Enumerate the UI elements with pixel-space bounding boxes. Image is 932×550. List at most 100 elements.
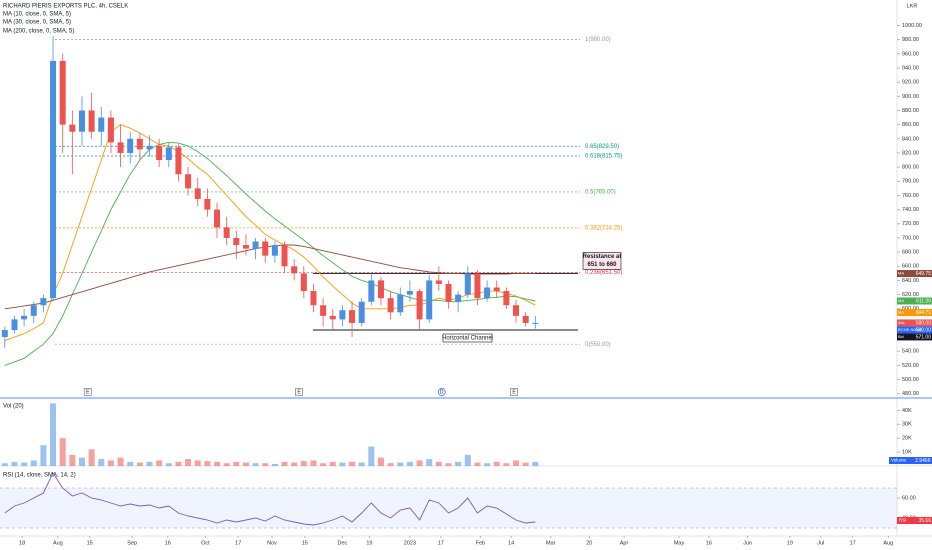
x-tick-label: 19	[787, 540, 793, 546]
price-tag	[897, 309, 932, 317]
volume-bar	[233, 461, 240, 466]
y-tick-label: 500.00	[902, 377, 919, 383]
y-tick-label: 820.00	[902, 150, 919, 156]
y-tick-label: 940.00	[902, 65, 919, 71]
moving-average	[4, 244, 536, 310]
candle-body	[368, 280, 375, 302]
candle-body	[214, 209, 221, 228]
candle-body	[445, 283, 452, 302]
channel-box	[442, 333, 493, 343]
volume-bar	[78, 457, 85, 466]
x-tick-label: Jul	[817, 540, 824, 546]
candle-body	[69, 124, 76, 132]
volume-bar	[1, 463, 8, 466]
candle-body	[349, 310, 356, 323]
volume-bar	[281, 461, 288, 466]
volume-bar	[522, 462, 529, 466]
y-tick-label: 920.00	[902, 80, 919, 86]
volume-bar	[474, 462, 481, 466]
y-tick-label: 10K	[902, 450, 912, 456]
fib-label: 0.236(651.50)	[585, 270, 622, 276]
fib-label: 0.382(714.25)	[585, 225, 622, 231]
event-label: D	[440, 390, 444, 396]
candle-body	[464, 273, 471, 295]
rsi-tag-label: 35.66	[918, 518, 931, 524]
fib-label: 0(550.00)	[585, 342, 611, 348]
price-tag-prefix: MA	[898, 298, 904, 303]
resistance-label: 651 to 660	[587, 262, 617, 268]
x-tick-label: Jun	[743, 540, 752, 546]
price-tag-label: 649.75	[916, 271, 932, 277]
event-label: E	[86, 390, 90, 396]
event-label: E	[297, 390, 301, 396]
candle-body	[493, 287, 500, 292]
candle-body	[204, 199, 211, 210]
fib-label: 1(980.00)	[585, 37, 611, 43]
candle-body	[107, 117, 114, 143]
x-tick-label: 14	[508, 540, 514, 546]
y-tick-label: 60.00	[902, 495, 916, 501]
volume-bar	[291, 462, 298, 466]
y-tick-label: 860.00	[902, 122, 919, 128]
price-tag-label: 594.71	[916, 310, 932, 316]
volume-bar	[252, 463, 259, 466]
volume-bar	[88, 449, 95, 466]
price-tag	[897, 270, 932, 278]
candle-body	[271, 245, 278, 256]
volume-bar	[107, 460, 114, 466]
y-tick-label: 760.00	[902, 193, 919, 199]
volume-bar	[358, 462, 365, 466]
y-tick-label: 900.00	[902, 94, 919, 100]
event-label: E	[512, 390, 516, 396]
resistance-label: Resistance at	[583, 254, 622, 260]
y-tick-label: 30K	[902, 422, 912, 428]
candle-body	[503, 291, 510, 306]
candle-body	[78, 110, 85, 132]
volume-bar	[300, 461, 307, 466]
volume-bar	[262, 463, 269, 466]
candle-body	[377, 280, 384, 299]
y-tick-label: 540.00	[902, 349, 919, 355]
y-tick-label: 520.00	[902, 363, 919, 369]
volume-bar	[165, 463, 172, 466]
candle-body	[233, 237, 240, 246]
price-tag	[897, 333, 932, 341]
candle-body	[1, 330, 8, 338]
x-tick-label: 19	[366, 540, 372, 546]
volume-bar	[397, 462, 404, 466]
y-tick-label: 640.00	[902, 278, 919, 284]
volume-bar	[513, 460, 520, 466]
candle-body	[175, 147, 182, 175]
x-tick-label: Aug	[883, 540, 893, 546]
resistance-box	[582, 252, 622, 270]
x-tick-label: Oct	[201, 540, 210, 546]
candle-body	[320, 305, 327, 316]
candle-body	[455, 294, 462, 302]
candle-body	[11, 319, 18, 331]
ma-legend: MA (200, close, 0, SMA, 5)	[3, 29, 74, 35]
volume-bar	[320, 463, 327, 466]
candle-body	[223, 227, 230, 238]
currency: LKR	[907, 3, 918, 9]
candle-body	[522, 315, 529, 323]
y-tick-label: 740.00	[902, 207, 919, 213]
volume-title: Vol (20)	[3, 404, 24, 410]
volume-bar	[214, 461, 221, 466]
price-tag-label: 580.00	[916, 327, 932, 333]
rsi-line	[4, 472, 536, 526]
x-tick-label: 17	[235, 540, 241, 546]
fib-label: 0.65(829.50)	[585, 144, 619, 150]
candle-body	[406, 291, 413, 295]
candle-body	[281, 245, 288, 267]
price-tag	[897, 319, 932, 327]
candle-body	[513, 305, 520, 316]
candle-body	[435, 280, 442, 284]
volume-bar	[416, 460, 423, 466]
volume-bar	[426, 459, 433, 466]
candle-body	[50, 60, 57, 299]
volume-bar	[185, 459, 192, 466]
volume-bar	[464, 454, 471, 466]
x-tick-label: 16	[165, 540, 171, 546]
volume-bar	[11, 461, 18, 466]
